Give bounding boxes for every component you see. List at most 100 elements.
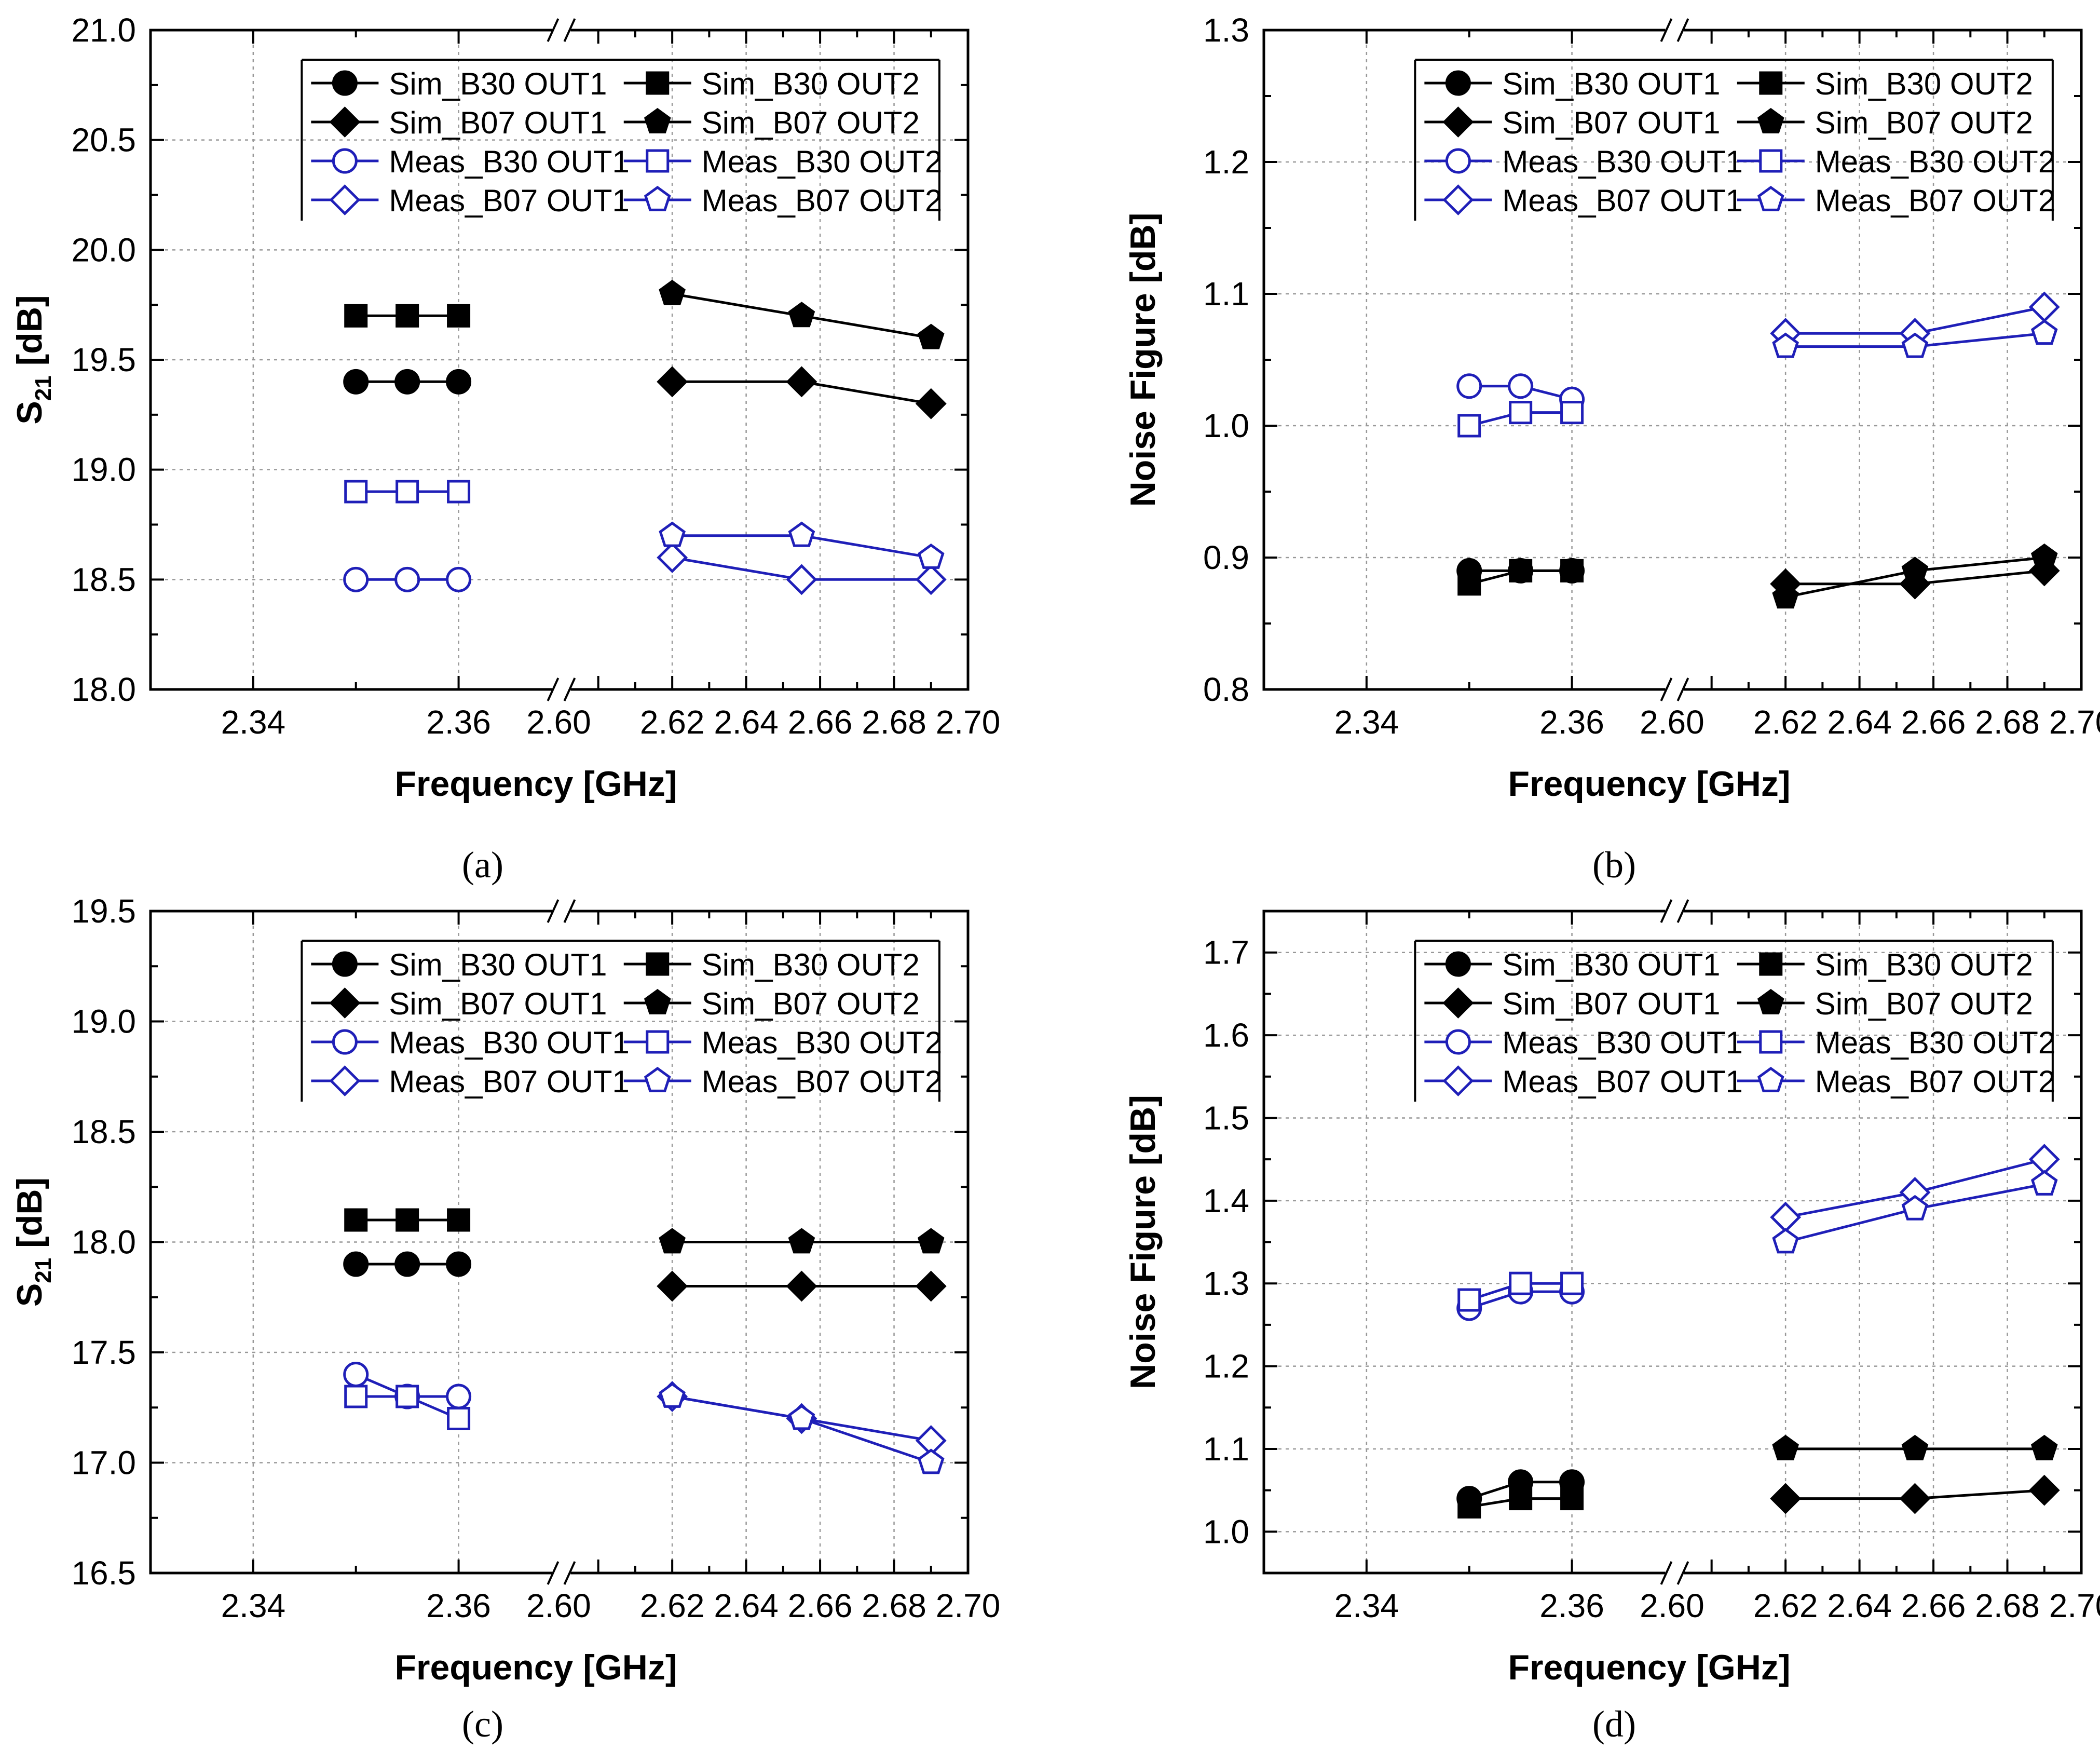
x-tick-label: 2.66 (788, 703, 853, 741)
axis-break-gap (552, 686, 571, 693)
axis-break-mark (1660, 677, 1673, 701)
legend-label: Sim_B30 OUT2 (1815, 947, 2033, 982)
axis-break-gap (1665, 908, 1684, 914)
panel-caption: (d) (1592, 1703, 1636, 1745)
y-tick-label: 21.0 (71, 11, 136, 49)
legend-label: Meas_B30 OUT2 (702, 1025, 943, 1060)
data-point-diamond (786, 366, 817, 398)
x-tick-label: 2.66 (788, 1587, 853, 1624)
data-point-pentagon (659, 279, 686, 305)
legend-marker-circle (332, 951, 358, 977)
axis-break-mark (1660, 18, 1673, 42)
data-point-diamond (915, 1270, 947, 1302)
data-point-pentagon (1901, 557, 1929, 582)
data-point-circle (446, 369, 472, 395)
legend-label: Meas_B30 OUT1 (389, 144, 630, 179)
legend-marker-pentagon (1757, 107, 1784, 133)
data-point-diamond (2028, 1474, 2060, 1506)
data-point-square (1509, 401, 1533, 425)
legend-marker-pentagon (644, 988, 671, 1014)
y-tick-label: 19.0 (71, 1003, 136, 1040)
data-point-pentagon (917, 1228, 945, 1254)
axis-break-mark (547, 899, 560, 923)
axis-break-mark (1676, 677, 1689, 701)
axis-break-gap (1665, 1570, 1684, 1576)
data-point-pentagon (1901, 1195, 1929, 1221)
legend-marker-pentagon (1757, 185, 1784, 211)
y-tick-label: 1.3 (1203, 11, 1249, 49)
legend-label: Meas_B30 OUT2 (1815, 144, 2056, 179)
y-tick-label: 19.0 (71, 451, 136, 489)
axis-break-gap (552, 27, 571, 33)
x-tick-label: 2.60 (1640, 703, 1704, 741)
data-point-diamond (786, 1270, 817, 1302)
legend-marker-pentagon (1757, 1066, 1784, 1092)
data-point-circle (1456, 373, 1482, 399)
legend-label: Meas_B07 OUT2 (1815, 183, 2056, 218)
data-point-square (1560, 401, 1584, 425)
data-point-square (1560, 1487, 1584, 1511)
legend: Sim_B30 OUT1 Sim_B30 OUT2 Sim_B07 OUT1 Sim_… (1414, 940, 2055, 1102)
legend-marker-diamond (1442, 987, 1474, 1019)
legend-label: Sim_B07 OUT2 (702, 105, 920, 140)
y-tick-label: 1.3 (1203, 1265, 1249, 1302)
legend-marker-square (1759, 952, 1783, 976)
data-point-pentagon (788, 302, 815, 328)
data-point-diamond (1770, 1483, 1802, 1514)
data-point-pentagon (659, 1228, 686, 1254)
data-point-square (447, 480, 471, 504)
x-tick-label: 2.70 (936, 1587, 1001, 1624)
data-point-square (1457, 572, 1481, 596)
legend-label: Sim_B07 OUT1 (1502, 105, 1720, 140)
legend-marker-pentagon (644, 185, 671, 211)
data-point-square (396, 304, 419, 328)
axis-break-mark (563, 677, 576, 701)
axis-break-gap (1665, 686, 1684, 693)
data-point-square (344, 480, 368, 504)
legend-label: Meas_B07 OUT1 (1502, 183, 1743, 218)
x-axis-title: Frequency [GHz] (394, 1648, 677, 1687)
data-point-square (1509, 1271, 1533, 1295)
legend-marker-square (1759, 71, 1783, 95)
data-point-pentagon (2030, 1170, 2058, 1196)
legend-marker-diamond (1442, 106, 1474, 138)
axis-break-gap (552, 908, 571, 914)
legend-label: Sim_B30 OUT2 (702, 66, 920, 101)
legend-marker-circle (1445, 1029, 1471, 1055)
data-point-circle (446, 1251, 472, 1277)
axis-break-mark (1660, 899, 1673, 923)
data-point-square (1509, 559, 1533, 582)
data-point-square (447, 304, 471, 328)
legend-label: Meas_B07 OUT2 (702, 183, 943, 218)
x-tick-label: 2.64 (714, 1587, 779, 1624)
x-tick-label: 2.70 (2049, 703, 2100, 741)
data-point-square (1457, 1495, 1481, 1518)
x-tick-label: 2.64 (1827, 1587, 1892, 1624)
legend-marker-circle (332, 148, 358, 174)
x-tick-label: 2.36 (1539, 1587, 1604, 1624)
legend-marker-circle (1445, 148, 1471, 174)
y-tick-label: 1.2 (1203, 1348, 1249, 1385)
x-axis-title: Frequency [GHz] (1508, 1648, 1790, 1687)
y-tick-label: 1.1 (1203, 1430, 1249, 1468)
data-point-diamond (786, 564, 817, 595)
legend-marker-diamond (329, 987, 361, 1019)
axis-break-mark (1676, 18, 1689, 42)
data-point-pentagon (1901, 1434, 1929, 1460)
chart-panel-b: 0.80.91.01.11.21.32.34 2.36 2.60 2.62 2.64 2.… (1123, 11, 2100, 886)
legend-label: Sim_B30 OUT1 (1502, 66, 1720, 101)
legend-label: Meas_B07 OUT1 (389, 183, 630, 218)
x-tick-label: 2.34 (221, 1587, 286, 1624)
legend-label: Sim_B30 OUT1 (389, 947, 607, 982)
legend-marker-square (646, 952, 670, 976)
axis-break-mark (1676, 899, 1689, 923)
axis-break-mark (547, 18, 560, 42)
x-tick-label: 2.62 (640, 1587, 705, 1624)
plot-area (1264, 911, 2081, 1573)
data-point-circle (446, 1384, 472, 1409)
legend-label: Sim_B07 OUT1 (389, 105, 607, 140)
x-tick-label: 2.62 (640, 703, 705, 741)
y-tick-label: 18.5 (71, 561, 136, 598)
data-point-square (344, 1208, 368, 1232)
data-point-circle (343, 369, 369, 395)
